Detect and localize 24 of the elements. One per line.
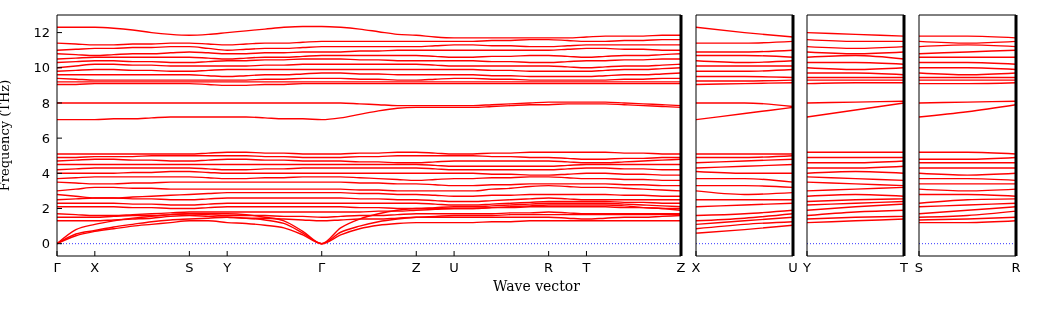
y-tick-label: 10 (33, 60, 50, 76)
y-tick-label: 2 (41, 201, 50, 217)
x-tick-label: Γ (318, 260, 327, 276)
x-tick-label: R (544, 260, 554, 276)
x-tick-label: S (914, 260, 924, 276)
y-tick-label: 0 (41, 236, 50, 252)
x-tick-label: U (788, 260, 798, 276)
x-tick-label: Y (802, 260, 812, 276)
x-tick-label: X (90, 260, 100, 276)
y-tick-label: 6 (41, 130, 50, 146)
x-tick-label: Z (676, 260, 686, 276)
x-tick-label: T (581, 260, 591, 276)
y-tick-label: 8 (41, 95, 50, 111)
x-tick-label: Γ (53, 260, 62, 276)
x-axis-title: Wave vector (492, 278, 581, 294)
y-tick-label: 4 (41, 165, 50, 181)
x-tick-label: U (449, 260, 459, 276)
x-tick-label: Y (222, 260, 232, 276)
y-tick-label: 12 (33, 25, 50, 41)
x-tick-label: R (1011, 260, 1021, 276)
x-tick-label: T (899, 260, 909, 276)
x-tick-label: Z (411, 260, 421, 276)
x-tick-label: X (691, 260, 701, 276)
x-tick-label: S (185, 260, 194, 276)
